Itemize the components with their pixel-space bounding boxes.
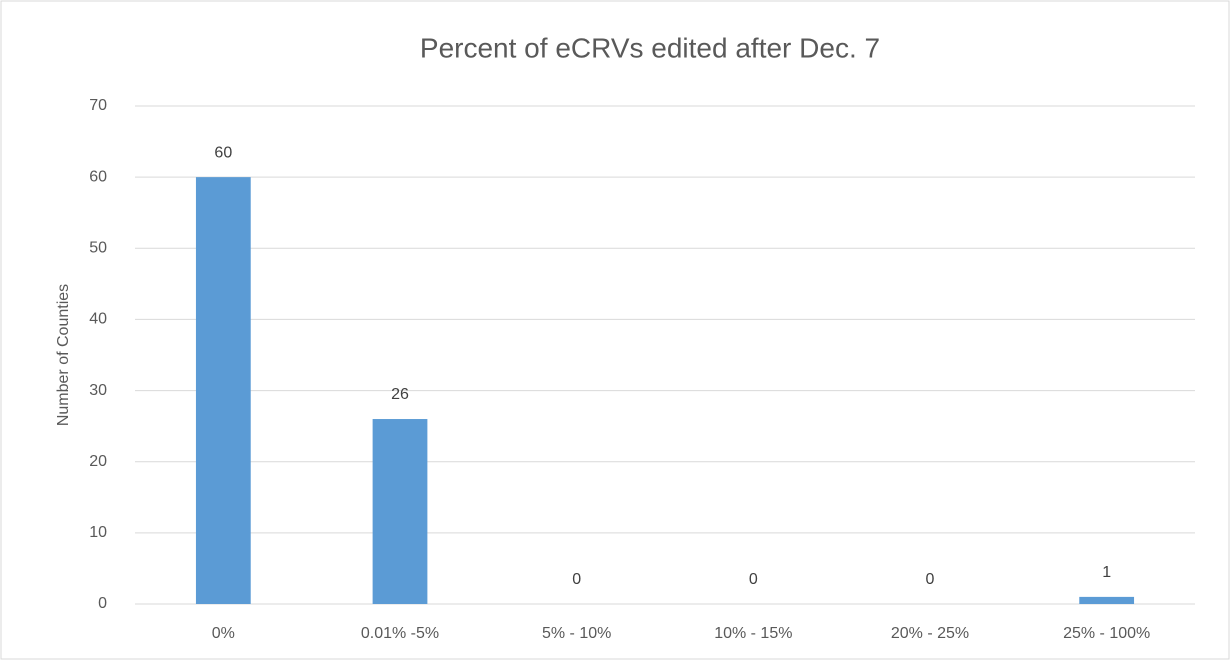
y-tick-label: 60 [89, 168, 107, 185]
x-tick-label: 10% - 15% [714, 625, 792, 642]
x-tick-label: 0% [212, 625, 235, 642]
y-axis-label: Number of Counties [55, 284, 72, 426]
data-label: 60 [214, 144, 232, 161]
y-tick-label: 40 [89, 311, 107, 328]
data-label: 0 [572, 571, 581, 588]
bar [1079, 596, 1135, 604]
y-tick-label: 10 [89, 524, 107, 541]
bar [195, 177, 251, 604]
x-tick-label: 20% - 25% [891, 625, 969, 642]
y-tick-label: 70 [89, 97, 107, 114]
data-label: 0 [926, 571, 935, 588]
bar [372, 419, 428, 604]
x-tick-label: 0.01% -5% [361, 625, 439, 642]
data-label: 0 [749, 571, 758, 588]
data-label: 1 [1102, 564, 1111, 581]
chart-title: Percent of eCRVs edited after Dec. 7 [420, 32, 880, 63]
data-label: 26 [391, 386, 409, 403]
y-tick-label: 20 [89, 453, 107, 470]
y-tick-label: 0 [98, 595, 107, 612]
y-tick-label: 50 [89, 240, 107, 257]
y-tick-label: 30 [89, 382, 107, 399]
x-tick-label: 25% - 100% [1063, 625, 1150, 642]
x-tick-label: 5% - 10% [542, 625, 611, 642]
